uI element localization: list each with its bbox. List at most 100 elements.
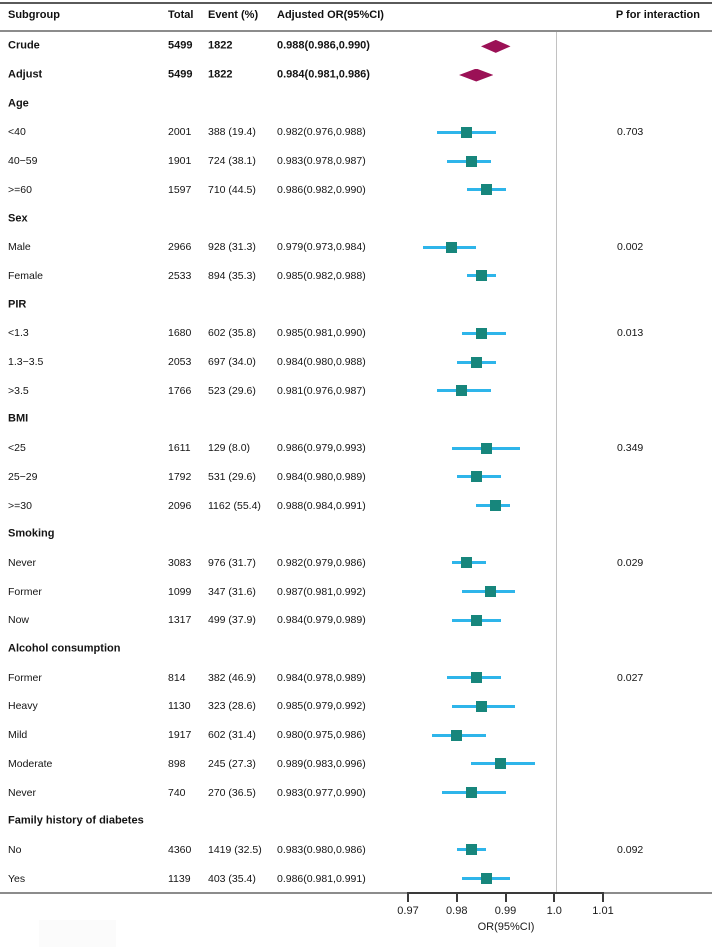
section-row: Sex (0, 204, 712, 233)
or-ci-value: 0.983(0.978,0.987) (277, 154, 366, 167)
total-value: 1597 (168, 183, 192, 196)
or-ci-value: 0.986(0.982,0.990) (277, 183, 366, 196)
p-value: 0.092 (617, 843, 644, 856)
event-value: 382 (46.9) (208, 671, 256, 684)
total-value: 1680 (168, 327, 192, 340)
table-row: Adjust 5499 1822 0.984(0.981,0.986) (0, 61, 712, 90)
table-row: Never 3083 976 (31.7) 0.982(0.979,0.986) 0.0… (0, 549, 712, 578)
or-ci-value: 0.982(0.979,0.986) (277, 556, 366, 569)
table-row: <1.3 1680 602 (35.8) 0.985(0.981,0.990) 0.01… (0, 319, 712, 348)
event-value: 928 (31.3) (208, 240, 256, 253)
total-value: 1766 (168, 384, 192, 397)
total-value: 1317 (168, 614, 192, 627)
section-row: BMI (0, 405, 712, 434)
total-value: 2533 (168, 269, 192, 282)
or-ci-value: 0.985(0.979,0.992) (277, 700, 366, 713)
event-value: 976 (31.7) (208, 556, 256, 569)
table-row: Never 740 270 (36.5) 0.983(0.977,0.990) (0, 778, 712, 807)
subgroup-label: Female (8, 269, 44, 282)
event-value: 499 (37.9) (208, 614, 256, 627)
or-square (461, 126, 472, 138)
table-row: <25 1611 129 (8.0) 0.986(0.979,0.993) 0.349 (0, 434, 712, 463)
subgroup-label: Alcohol consumption (8, 642, 121, 655)
or-ci-value: 0.984(0.981,0.986) (277, 68, 370, 81)
table-row: >=60 1597 710 (44.5) 0.986(0.982,0.990) (0, 176, 712, 205)
top-rule (0, 2, 712, 4)
axis-tick-label: 0.99 (494, 905, 517, 917)
axis-tick (504, 892, 507, 902)
or-square (495, 758, 507, 770)
event-value: 710 (44.5) (208, 183, 256, 196)
event-value: 1822 (208, 68, 233, 81)
or-ci-value: 0.981(0.976,0.987) (277, 384, 366, 397)
table-row: Male 2966 928 (31.3) 0.979(0.973,0.984) 0.00… (0, 233, 712, 262)
section-row: Alcohol consumption (0, 635, 712, 664)
subgroup-label: Yes (8, 872, 26, 885)
or-square (465, 787, 477, 799)
or-ci-value: 0.989(0.983,0.996) (277, 757, 366, 770)
total-value: 1792 (168, 470, 192, 483)
subgroup-label: Former (8, 585, 42, 598)
table-row: >3.5 1766 523 (29.6) 0.981(0.976,0.987) (0, 376, 712, 405)
event-value: 388 (19.4) (208, 126, 256, 139)
or-square (456, 385, 468, 397)
subgroup-label: <1.3 (8, 327, 29, 340)
total-value: 2966 (168, 240, 192, 253)
or-square (465, 844, 477, 856)
col-header-event: Event (%) (208, 9, 259, 21)
axis-tick (455, 892, 458, 902)
col-header-total: Total (168, 9, 194, 21)
subgroup-label: <40 (8, 126, 26, 139)
or-ci-value: 0.988(0.984,0.991) (277, 499, 366, 512)
x-axis-title: OR(95%CI) (477, 921, 535, 933)
or-square (465, 155, 477, 167)
event-value: 323 (28.6) (208, 700, 256, 713)
total-value: 1901 (168, 154, 192, 167)
p-value: 0.703 (617, 126, 644, 139)
subgroup-label: Age (8, 97, 29, 110)
total-value: 4360 (168, 843, 192, 856)
subgroup-label: Never (8, 786, 37, 799)
subgroup-label: Adjust (8, 68, 43, 81)
or-ci-value: 0.985(0.982,0.988) (277, 269, 366, 282)
table-row: Crude 5499 1822 0.988(0.986,0.990) (0, 32, 712, 61)
or-square (470, 471, 482, 483)
summary-diamond (459, 68, 494, 82)
table-row: <40 2001 388 (19.4) 0.982(0.976,0.988) 0.703 (0, 118, 712, 147)
subgroup-label: Smoking (8, 527, 55, 540)
or-square (490, 500, 502, 512)
event-value: 270 (36.5) (208, 786, 256, 799)
event-value: 129 (8.0) (208, 441, 251, 454)
section-row: Smoking (0, 520, 712, 549)
event-value: 245 (27.3) (208, 757, 256, 770)
table-row: Now 1317 499 (37.9) 0.984(0.979,0.989) (0, 606, 712, 635)
axis-tick-label: 1.01 (592, 905, 614, 917)
subgroup-label: Sex (8, 212, 28, 225)
subgroup-label: PIR (8, 298, 27, 311)
table-row: Yes 1139 403 (35.4) 0.986(0.981,0.991) (0, 864, 712, 893)
subgroup-label: >=60 (8, 183, 32, 196)
axis-tick (602, 892, 604, 902)
watermark-box (39, 920, 116, 947)
p-value: 0.013 (617, 327, 644, 340)
or-ci-value: 0.986(0.981,0.991) (277, 872, 366, 885)
p-value: 0.002 (617, 240, 644, 253)
event-value: 403 (35.4) (208, 872, 256, 885)
table-row: >=30 2096 1162 (55.4) 0.988(0.984,0.991) (0, 491, 712, 520)
section-row: Family history of diabetes (0, 807, 712, 836)
bottom-rule (0, 892, 712, 894)
subgroup-label: Now (8, 614, 30, 627)
event-value: 602 (31.4) (208, 728, 256, 741)
event-value: 602 (35.8) (208, 327, 256, 340)
axis-tick-label: 1.0 (546, 905, 562, 917)
subgroup-label: Never (8, 556, 37, 569)
total-value: 1139 (168, 872, 191, 885)
or-square (470, 356, 482, 368)
p-value: 0.349 (617, 441, 644, 454)
axis-tick-label: 0.98 (446, 905, 468, 917)
subgroup-label: 25−29 (8, 470, 38, 483)
section-row: PIR (0, 290, 712, 319)
or-square (446, 241, 458, 253)
total-value: 814 (168, 671, 186, 684)
